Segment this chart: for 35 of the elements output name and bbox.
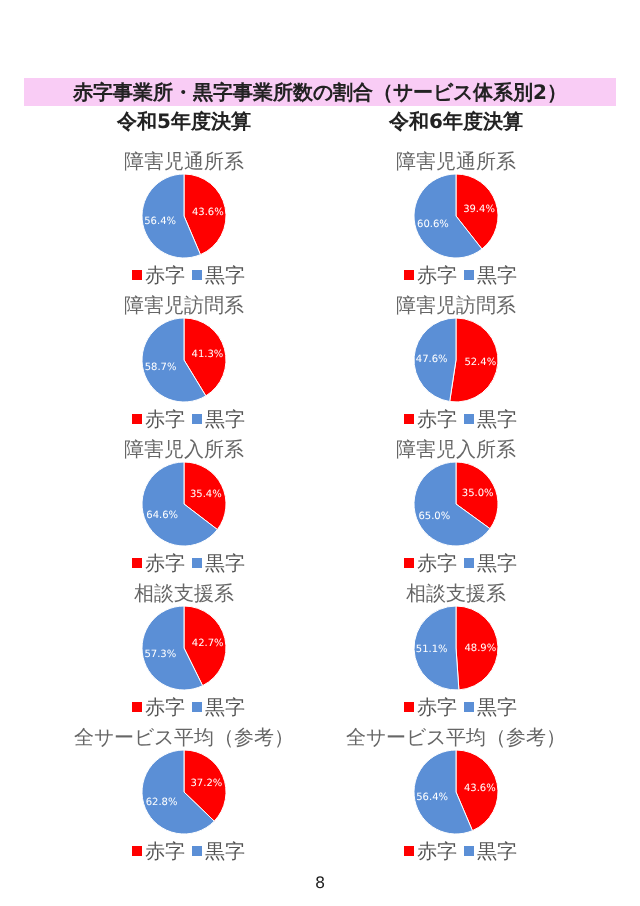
legend-label: 黒字 xyxy=(205,552,245,576)
legend-label: 黒字 xyxy=(477,264,517,288)
legend-label: 赤字 xyxy=(417,840,457,864)
chart-title: 相談支援系 xyxy=(134,582,234,606)
chart-subtitle: 令和6年度決算 xyxy=(387,110,523,134)
pie-slice xyxy=(413,461,491,547)
legend-label: 赤字 xyxy=(145,264,185,288)
legend-label: 赤字 xyxy=(417,696,457,720)
legend-label: 黒字 xyxy=(205,696,245,720)
legend-label: 黒字 xyxy=(477,552,517,576)
legend-label: 赤字 xyxy=(145,696,185,720)
legend-label: 赤字 xyxy=(417,552,457,576)
legend-label: 黒字 xyxy=(205,408,245,432)
legend-label: 黒字 xyxy=(477,696,517,720)
chart-title: 障害児入所系 xyxy=(124,438,244,462)
chart-title: 障害児入所系 xyxy=(396,438,516,462)
legend-label: 黒字 xyxy=(477,408,517,432)
chart-subtitle: 令和5年度決算 xyxy=(115,110,251,134)
text: 赤字事業所・黒字事業所数の割合（サービス体系別2） xyxy=(71,81,567,105)
chart-title: 障害児訪問系 xyxy=(124,294,244,318)
chart-title: 相談支援系 xyxy=(406,582,506,606)
legend-label: 赤字 xyxy=(145,408,185,432)
legend-label: 赤字 xyxy=(417,264,457,288)
chart-title: 障害児通所系 xyxy=(124,150,244,174)
legend-label: 黒字 xyxy=(205,264,245,288)
text: 8 xyxy=(314,874,326,892)
legend-label: 黒字 xyxy=(477,840,517,864)
legend-label: 赤字 xyxy=(145,840,185,864)
legend-label: 赤字 xyxy=(145,552,185,576)
chart-title: 障害児訪問系 xyxy=(396,294,516,318)
legend-label: 赤字 xyxy=(417,408,457,432)
chart-title: 全サービス平均（参考） xyxy=(74,726,294,750)
chart-title: 障害児通所系 xyxy=(396,150,516,174)
legend-label: 黒字 xyxy=(205,840,245,864)
chart-title: 全サービス平均（参考） xyxy=(346,726,566,750)
